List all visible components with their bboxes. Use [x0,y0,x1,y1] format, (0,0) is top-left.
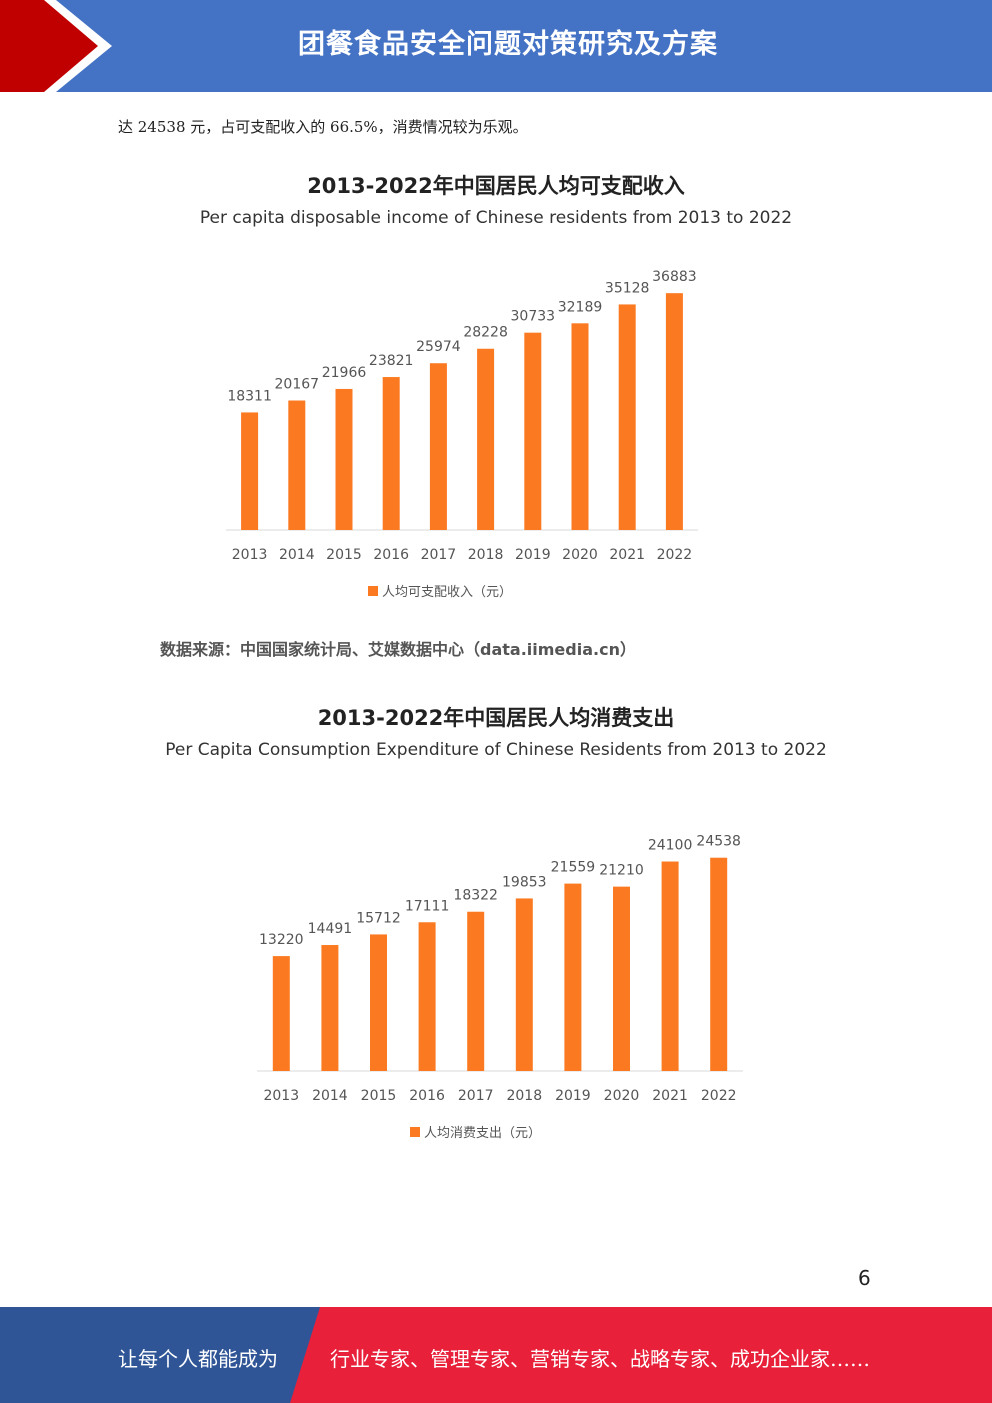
x-tick-label-2019: 2019 [555,1088,591,1104]
data-label-2018: 19853 [502,874,547,890]
data-label-2013: 18311 [227,388,272,404]
page-header: 团餐食品安全问题对策研究及方案 [0,0,992,92]
bar-2016 [382,377,400,530]
data-label-2019: 30733 [511,309,556,325]
bar-2020 [571,323,589,530]
bar-2015 [370,934,387,1071]
x-tick-label-2020: 2020 [604,1088,640,1104]
data-label-2021: 24100 [648,838,693,854]
chart2-subtitle: Per Capita Consumption Expenditure of Ch… [165,740,827,760]
bar-2020 [613,886,630,1071]
data-label-2020: 21210 [599,863,644,879]
data-label-2014: 20167 [275,377,320,393]
data-label-2017: 18322 [453,888,498,904]
expenditure-bar-chart: 13220 2013 14491 2014 15712 2015 17111 2016 1832… [257,834,743,1141]
page-number: 6 [858,1266,871,1290]
chart1-title: 2013-2022年中国居民人均可支配收入 [307,174,685,198]
income-bar-chart: 18311 2013 20167 2014 21966 2015 23821 2016 2597… [226,269,698,600]
bar-2019 [524,332,542,530]
chart1-subtitle: Per capita disposable income of Chinese … [199,208,793,228]
bar-2018 [477,348,495,530]
bar-2016 [418,922,436,1071]
bar-2014 [288,400,306,530]
x-tick-label-2021: 2021 [609,547,645,563]
data-label-2020: 32189 [558,299,603,315]
data-label-2019: 21559 [551,860,596,876]
page-footer: 让每个人都能成为 行业专家、管理专家、营销专家、战略专家、成功企业家…… [0,1307,992,1403]
footer-band [0,1307,992,1403]
x-tick-label-2018: 2018 [468,547,504,563]
x-tick-label-2013: 2013 [232,547,268,563]
x-tick-label-2020: 2020 [562,547,598,563]
data-label-2015: 21966 [322,365,367,381]
bar-2018 [515,898,533,1071]
x-tick-label-2022: 2022 [657,547,693,563]
data-label-2021: 35128 [605,280,650,296]
bar-2021 [618,304,636,530]
data-label-2013: 13220 [259,932,304,948]
x-tick-label-2021: 2021 [652,1088,688,1104]
legend-label: 人均可支配收入（元） [382,585,512,600]
data-label-2022: 24538 [696,834,741,850]
footer-slogan-left: 让每个人都能成为 [118,1347,278,1371]
x-tick-label-2017: 2017 [421,547,457,563]
data-label-2016: 17111 [405,898,450,914]
legend-swatch [410,1127,420,1137]
x-tick-label-2014: 2014 [279,547,315,563]
data-label-2017: 25974 [416,339,461,355]
bar-2015 [335,388,353,530]
bar-2017 [429,363,447,530]
data-label-2016: 23821 [369,353,414,369]
document-title: 团餐食品安全问题对策研究及方案 [298,29,718,60]
x-tick-label-2013: 2013 [263,1088,299,1104]
data-source-note: 数据来源：中国国家统计局、艾媒数据中心（data.iimedia.cn） [160,640,636,659]
bar-2021 [661,861,679,1071]
x-tick-label-2014: 2014 [312,1088,348,1104]
x-tick-label-2016: 2016 [409,1088,445,1104]
x-tick-label-2017: 2017 [458,1088,494,1104]
x-tick-label-2022: 2022 [701,1088,737,1104]
bar-2022 [710,857,728,1071]
intro-paragraph: 达 24538 元，占可支配收入的 66.5%，消费情况较为乐观。 [118,118,528,136]
footer-slogan-right: 行业专家、管理专家、营销专家、战略专家、成功企业家…… [330,1347,870,1371]
bar-2017 [467,911,485,1071]
bar-2013 [272,956,290,1071]
x-tick-label-2019: 2019 [515,547,551,563]
x-tick-label-2015: 2015 [326,547,362,563]
bar-2022 [665,293,683,530]
legend-swatch [368,586,378,596]
bar-2019 [564,883,582,1071]
chevron-decoration [0,0,112,92]
chart2-title: 2013-2022年中国居民人均消费支出 [317,706,675,730]
x-tick-label-2018: 2018 [506,1088,542,1104]
bar-2014 [321,945,339,1071]
data-label-2018: 28228 [463,325,508,341]
legend-label: 人均消费支出（元） [424,1126,541,1141]
x-tick-label-2016: 2016 [373,547,409,563]
data-label-2015: 15712 [356,910,401,926]
bar-2013 [241,412,259,530]
x-tick-label-2015: 2015 [361,1088,397,1104]
data-label-2022: 36883 [652,269,697,285]
data-label-2014: 14491 [308,921,353,937]
